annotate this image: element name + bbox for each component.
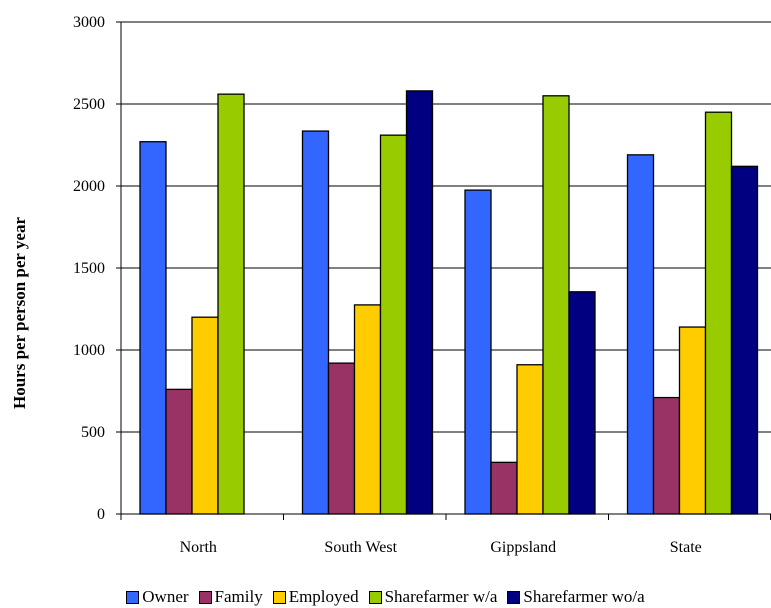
legend-item: Owner	[126, 587, 189, 607]
bar-owner-north	[139, 141, 167, 515]
y-tick-label: 2000	[73, 178, 105, 195]
bar-family-north	[165, 388, 193, 515]
bar-employed-gippsland	[516, 364, 544, 515]
y-axis-title: Hours per person per year	[10, 217, 29, 409]
bars	[139, 90, 759, 515]
bar-sharefarmer-w-a-gippsland	[542, 95, 570, 515]
y-tick-label: 3000	[73, 14, 105, 31]
bar-owner-gippsland	[464, 189, 492, 515]
y-tick-label: 0	[97, 506, 105, 523]
bar-employed-south-west	[353, 304, 382, 515]
x-tick-label: North	[180, 539, 217, 556]
x-tick-label: State	[670, 539, 702, 556]
bar-family-state	[652, 396, 681, 515]
legend-item: Sharefarmer wo/a	[507, 587, 645, 607]
legend-label: Sharefarmer wo/a	[523, 587, 645, 606]
x-tick-labels: North South West Gippsland State	[180, 539, 702, 556]
legend-label: Family	[214, 587, 263, 606]
legend-swatch	[126, 590, 140, 604]
y-tick-label: 1000	[73, 342, 105, 359]
y-tick-labels: 0 500 1000 1500 2000 2500 3000	[73, 14, 105, 523]
legend-swatch	[198, 590, 212, 604]
bar-owner-state	[626, 154, 655, 515]
bar-sharefarmer-wo-a-south-west	[405, 90, 434, 515]
legend-label: Sharefarmer w/a	[384, 587, 498, 606]
bar-family-south-west	[327, 362, 356, 515]
legend-label: Employed	[288, 587, 359, 606]
legend-item: Sharefarmer w/a	[368, 587, 498, 607]
bar-employed-north	[191, 316, 219, 515]
legend-swatch	[507, 590, 521, 604]
x-tick-label: Gippsland	[490, 539, 556, 556]
legend-label: Owner	[142, 587, 189, 606]
y-tick-label: 500	[81, 424, 105, 441]
bar-sharefarmer-wo-a-gippsland	[568, 291, 596, 515]
y-tick-label: 2500	[73, 96, 105, 113]
axes	[120, 22, 771, 520]
legend-item: Employed	[272, 587, 359, 607]
legend-swatch	[368, 590, 382, 604]
y-tick-label: 1500	[73, 260, 105, 277]
bar-sharefarmer-w-a-south-west	[379, 134, 408, 515]
x-tick-label: South West	[324, 539, 397, 556]
legend-swatch	[272, 590, 286, 604]
bar-family-gippsland	[490, 461, 518, 515]
bar-sharefarmer-w-a-state	[704, 111, 733, 515]
legend-item: Family	[198, 587, 263, 607]
bar-chart: 0 500 1000 1500 2000 2500 3000 North South West…	[10, 14, 771, 556]
bar-sharefarmer-w-a-north	[217, 93, 245, 515]
bar-sharefarmer-wo-a-state	[730, 165, 759, 515]
bar-employed-state	[678, 326, 707, 515]
legend: Owner Family Employed Sharefarmer w/a Sharef…	[0, 586, 771, 608]
bar-owner-south-west	[301, 130, 330, 515]
